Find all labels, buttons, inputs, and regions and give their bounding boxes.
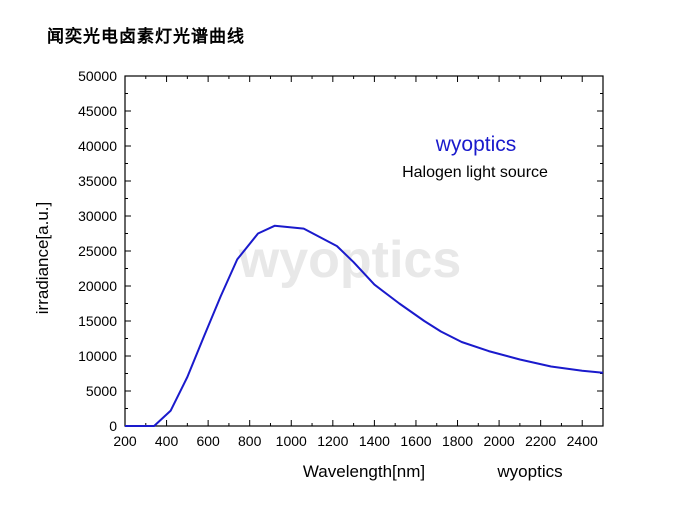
page-title: 闻奕光电卤素灯光谱曲线 [47,27,245,47]
x-axis-title: Wavelength[nm] [303,462,425,481]
y-tick-label: 10000 [78,348,117,364]
y-tick-label: 25000 [78,243,117,259]
series-line-spectrum [125,224,604,427]
y-tick-label: 5000 [86,383,117,399]
x-tick-label: 600 [196,433,220,449]
watermark-text: wyoptics [238,231,462,289]
x-tick-label: 2200 [525,433,556,449]
x-tick-label: 1600 [400,433,431,449]
footer-brand: wyoptics [496,462,562,481]
y-tick-label: 35000 [78,173,117,189]
y-tick-label: 30000 [78,208,117,224]
y-tick-label: 0 [109,418,117,434]
brand-annotation: wyoptics [435,133,517,156]
x-tick-label: 2000 [484,433,515,449]
x-tick-label: 400 [155,433,179,449]
x-tick-label: 200 [113,433,137,449]
y-tick-label: 40000 [78,138,117,154]
x-tick-label: 1200 [317,433,348,449]
y-tick-label: 45000 [78,103,117,119]
y-axis-title: irradiance[a.u.] [33,202,52,314]
y-tick-label: 50000 [78,68,117,84]
x-tick-label: 1400 [359,433,390,449]
y-tick-label: 15000 [78,313,117,329]
y-tick-label: 20000 [78,278,117,294]
x-tick-label: 2400 [567,433,598,449]
x-tick-label: 1000 [276,433,307,449]
source-annotation: Halogen light source [402,164,548,181]
x-tick-label: 1800 [442,433,473,449]
x-tick-label: 800 [238,433,262,449]
